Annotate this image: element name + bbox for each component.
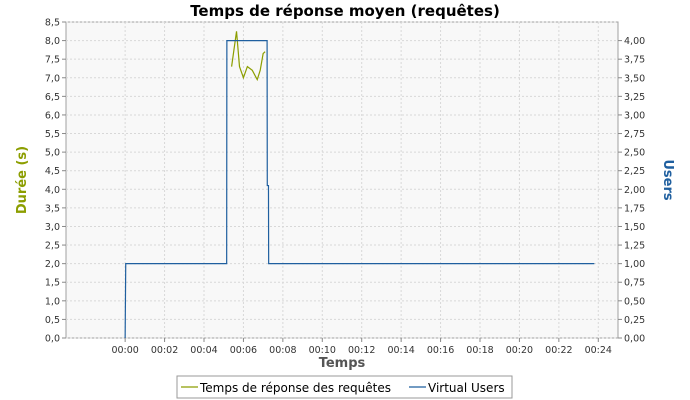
x-tick-label: 00:20 bbox=[506, 345, 533, 356]
x-tick-label: 00:10 bbox=[309, 345, 336, 356]
right-tick-label: 1,25 bbox=[624, 241, 645, 252]
left-tick-label: 6,5 bbox=[45, 92, 60, 103]
left-tick-label: 2,0 bbox=[45, 259, 60, 270]
x-axis: 00:00 00:02 00:04 00:06 00:08 00:10 00:12 00:14… bbox=[111, 338, 612, 356]
left-tick-label: 0,5 bbox=[45, 315, 60, 326]
left-tick-label: 8,0 bbox=[45, 36, 60, 47]
left-tick-label: 5,0 bbox=[45, 148, 60, 159]
right-axis-title: Users bbox=[660, 159, 675, 201]
right-tick-label: 4,00 bbox=[624, 36, 645, 47]
legend-box bbox=[176, 375, 513, 399]
right-tick-label: 2,00 bbox=[624, 185, 645, 196]
left-tick-label: 4,5 bbox=[45, 166, 60, 177]
left-tick-label: 8,5 bbox=[45, 18, 60, 29]
left-tick-label: 6,0 bbox=[45, 110, 60, 121]
left-tick-label: 7,5 bbox=[45, 55, 60, 66]
x-tick-label: 00:12 bbox=[348, 345, 375, 356]
legend-label-users: Virtual Users bbox=[428, 381, 505, 395]
virtual-users-line bbox=[124, 39, 595, 339]
right-tick-label: 3,50 bbox=[624, 73, 645, 84]
left-axis: 0,0 0,5 1,0 1,5 2,0 2,5 3,0 3,5 4,0 4,5 5,0 5,5 6,0 6… bbox=[45, 18, 66, 345]
right-tick-label: 1,50 bbox=[624, 222, 645, 233]
right-tick-label: 0,00 bbox=[624, 334, 645, 345]
right-tick-label: 3,00 bbox=[624, 110, 645, 121]
left-tick-label: 3,5 bbox=[45, 203, 60, 214]
response-time-line bbox=[231, 31, 266, 82]
left-tick-label: 4,0 bbox=[45, 185, 60, 196]
right-tick-label: 1,75 bbox=[624, 203, 645, 214]
right-tick-label: 0,25 bbox=[624, 315, 645, 326]
left-axis-title: Durée (s) bbox=[15, 146, 30, 214]
right-tick-label: 0,75 bbox=[624, 278, 645, 289]
x-tick-label: 00:06 bbox=[230, 345, 257, 356]
series-layer bbox=[124, 31, 595, 339]
right-tick-label: 2,25 bbox=[624, 166, 645, 177]
left-tick-label: 2,5 bbox=[45, 241, 60, 252]
x-tick-label: 00:18 bbox=[466, 345, 493, 356]
right-tick-label: 0,50 bbox=[624, 296, 645, 307]
x-tick-label: 00:04 bbox=[190, 345, 217, 356]
legend: Temps de réponse des requêtes Virtual Us… bbox=[176, 375, 513, 399]
right-tick-label: 3,25 bbox=[624, 92, 645, 103]
right-tick-label: 3,75 bbox=[624, 55, 645, 66]
x-axis-title: Temps bbox=[319, 356, 366, 371]
x-tick-label: 00:16 bbox=[427, 345, 454, 356]
left-tick-label: 7,0 bbox=[45, 73, 60, 84]
chart-title: Temps de réponse moyen (requêtes) bbox=[190, 2, 500, 20]
x-tick-label: 00:00 bbox=[111, 345, 138, 356]
left-tick-label: 5,5 bbox=[45, 129, 60, 140]
left-tick-label: 1,0 bbox=[45, 296, 60, 307]
left-tick-label: 3,0 bbox=[45, 222, 60, 233]
legend-label-response: Temps de réponse des requêtes bbox=[199, 381, 391, 395]
x-tick-label: 00:24 bbox=[585, 345, 612, 356]
x-tick-label: 00:22 bbox=[545, 345, 572, 356]
left-tick-label: 1,5 bbox=[45, 278, 60, 289]
x-tick-label: 00:08 bbox=[269, 345, 296, 356]
right-axis: 0,00 0,25 0,50 0,75 1,00 1,25 1,50 1,75 2,00 2,25… bbox=[618, 36, 645, 345]
left-tick-label: 0,0 bbox=[45, 334, 60, 345]
x-tick-label: 00:02 bbox=[151, 345, 178, 356]
right-tick-label: 1,00 bbox=[624, 259, 645, 270]
right-tick-label: 2,50 bbox=[624, 148, 645, 159]
plot-area bbox=[65, 21, 619, 339]
x-tick-label: 00:14 bbox=[387, 345, 414, 356]
right-tick-label: 2,75 bbox=[624, 129, 645, 140]
grid bbox=[66, 21, 618, 339]
